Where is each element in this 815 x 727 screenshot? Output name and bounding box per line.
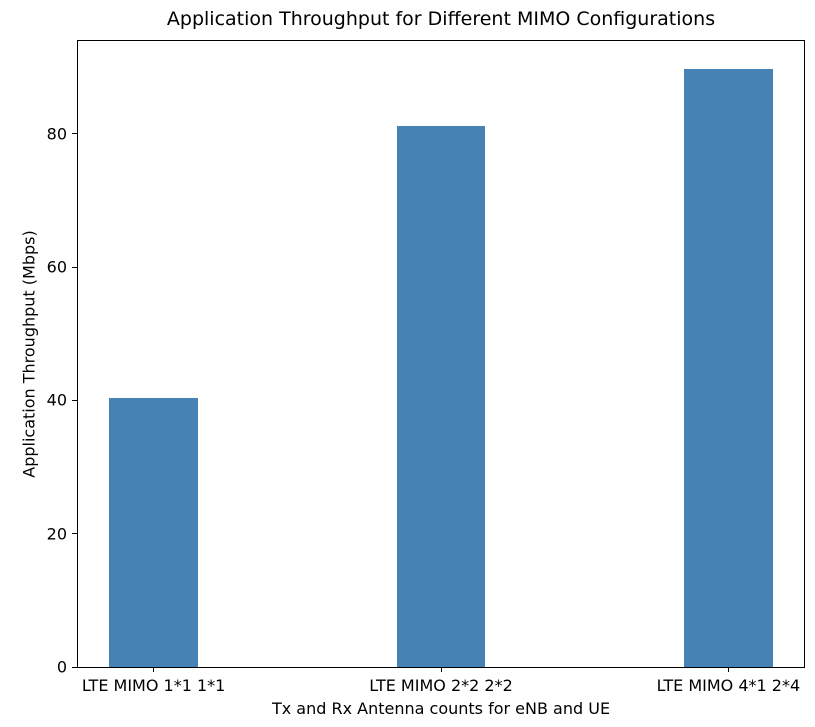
y-tick — [72, 266, 77, 268]
y-tick-label: 80 — [46, 124, 67, 144]
x-tick-label: LTE MIMO 2*2 2*2 — [369, 676, 513, 695]
bar — [396, 125, 486, 667]
x-tick — [727, 667, 729, 672]
chart-title: Application Throughput for Different MIM… — [166, 8, 716, 30]
plot-area: 0 20 40 60 80 LTE MIMO 1*1 1*1 LTE MIMO 2*2 2*… — [47, 40, 805, 695]
y-tick — [72, 133, 77, 135]
y-axis-label: Application Throughput (Mbps) — [19, 230, 39, 478]
bar — [109, 398, 198, 667]
y-tick-label: 40 — [46, 390, 67, 410]
x-tick-label: LTE MIMO 1*1 1*1 — [81, 676, 226, 695]
x-tick — [440, 667, 442, 672]
y-tick-label: 20 — [46, 524, 67, 544]
x-axis-label: Tx and Rx Antenna counts for eNB and UE — [271, 699, 611, 718]
x-tick — [153, 667, 155, 672]
y-tick-label: 60 — [46, 257, 67, 277]
bar — [684, 69, 773, 667]
y-tick — [72, 533, 77, 535]
y-tick — [72, 399, 77, 401]
y-tick-label: 0 — [56, 657, 67, 677]
x-tick-label: LTE MIMO 4*1 2*4 — [656, 676, 801, 695]
y-tick — [72, 666, 77, 668]
